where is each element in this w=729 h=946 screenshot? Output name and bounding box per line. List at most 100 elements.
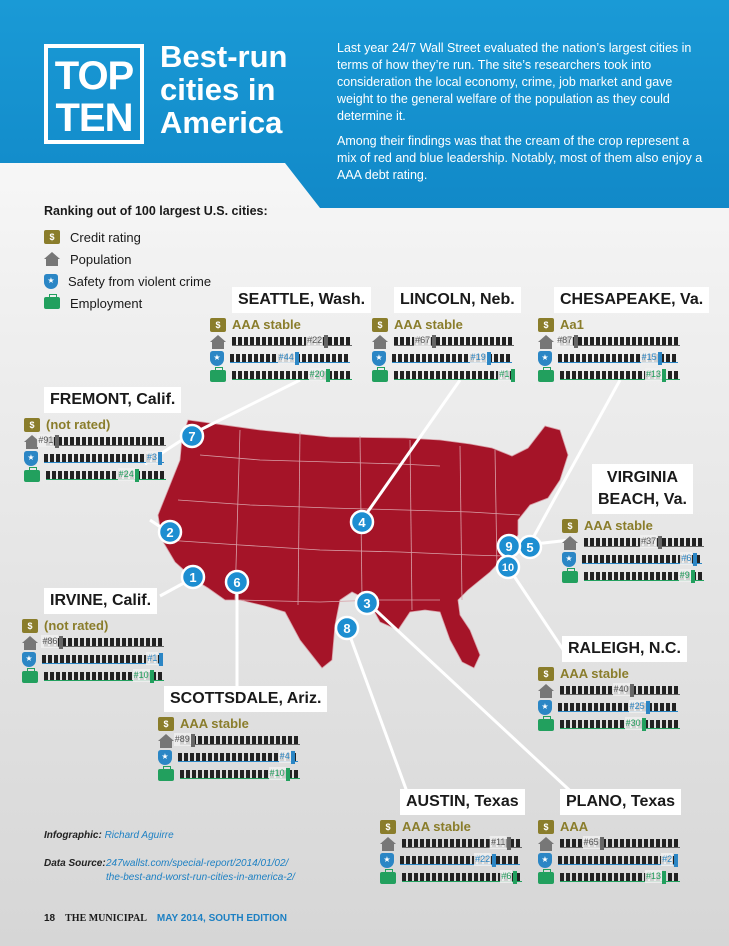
- credit-rating: Aa1: [560, 317, 584, 332]
- employment-bar: #20: [232, 368, 352, 382]
- house-icon: [22, 635, 38, 650]
- house-row: #87: [538, 333, 709, 350]
- intro-text: Last year 24/7 Wall Street evaluated the…: [337, 40, 707, 184]
- map-marker-10[interactable]: 10: [495, 554, 521, 580]
- credit-rating: AAA stable: [394, 317, 463, 332]
- marker-label-7: 7: [188, 429, 195, 444]
- house-row: #11: [380, 835, 525, 852]
- employment-bar-rank: #20: [308, 368, 326, 381]
- population-bar-rank: #40: [612, 683, 630, 696]
- house-icon: [372, 334, 388, 349]
- employment-bar: #10: [44, 669, 164, 683]
- legend-label-safety: Safety from violent crime: [68, 273, 212, 289]
- legend-label-population: Population: [70, 251, 132, 267]
- shield-row: ★ #3: [24, 450, 181, 467]
- safety-bar-marker: [658, 352, 662, 365]
- house-icon: [44, 252, 60, 266]
- map-marker-5[interactable]: 5: [517, 534, 543, 560]
- city-card-irvine: IRVINE, Calif. $ (not rated) #86 ★ #1 #10: [22, 588, 164, 685]
- safety-bar: #25: [558, 700, 678, 714]
- legend-item-employment: Employment: [44, 292, 268, 314]
- employment-bar-rank: #9: [678, 569, 691, 582]
- briefcase-row: #20: [210, 366, 371, 384]
- headline-line-2: cities in: [160, 72, 276, 107]
- intro-paragraph-2: Among their findings was that the cream …: [337, 134, 703, 182]
- credit-icon: $: [22, 618, 38, 633]
- safety-bar-marker: [692, 553, 697, 566]
- house-row: #65: [538, 835, 681, 852]
- house-icon: [380, 836, 396, 851]
- map-marker-7[interactable]: 7: [179, 423, 205, 449]
- safety-bar-rank: #19: [469, 351, 487, 364]
- briefcase-row: #24: [24, 466, 181, 484]
- legend-label-credit: Credit rating: [70, 229, 141, 245]
- population-bar-marker: [657, 536, 662, 549]
- population-bar-marker: [58, 636, 63, 649]
- shield-row: ★ #6: [562, 551, 704, 568]
- safety-bar: #19: [392, 351, 512, 365]
- page-footer: 18 THE MUNICIPAL MAY 2014, SOUTH EDITION: [44, 913, 287, 924]
- map-marker-4[interactable]: 4: [349, 509, 375, 535]
- safety-bar-rank: #4: [278, 750, 291, 763]
- credit-icon: $: [380, 819, 396, 834]
- credit-rating: AAA stable: [232, 317, 301, 332]
- city-name: VIRGINIA BEACH, Va.: [592, 464, 693, 514]
- map-marker-3[interactable]: 3: [354, 590, 380, 616]
- badge-line-1: TOP: [54, 54, 135, 98]
- map-marker-9[interactable]: 9: [496, 533, 522, 559]
- state-borders: [165, 429, 521, 611]
- city-card-plano: PLANO, Texas $ AAA #65 ★ #2 #13: [538, 789, 682, 886]
- credit-icon: $: [158, 716, 174, 731]
- credit-rating: (not rated): [46, 417, 111, 432]
- safety-bar-rank: #1: [146, 652, 159, 665]
- house-icon: [24, 434, 40, 449]
- map-marker-1[interactable]: 1: [180, 564, 206, 590]
- data-source-link-line-2[interactable]: the-best-and-worst-run-cities-in-america…: [106, 872, 295, 883]
- house-icon: [158, 733, 174, 748]
- house-row: #37: [562, 534, 704, 551]
- employment-bar-marker: [510, 369, 515, 382]
- safety-bar: #2: [558, 853, 678, 867]
- map-marker-6[interactable]: 6: [224, 569, 250, 595]
- employment-bar-rank: #30: [624, 717, 642, 730]
- house-row: #91: [24, 433, 181, 450]
- credit-rating: (not rated): [44, 618, 109, 633]
- shield-icon: ★: [380, 853, 394, 868]
- credit-row: $ AAA stable: [210, 316, 371, 333]
- house-icon: [210, 334, 226, 349]
- credit-row: $ AAA stable: [538, 665, 687, 682]
- house-icon: [538, 836, 554, 851]
- intro-paragraph-1: Last year 24/7 Wall Street evaluated the…: [337, 41, 692, 123]
- marker-label-8: 8: [343, 621, 350, 636]
- population-bar-rank: #87: [556, 334, 574, 347]
- headline-line-3: America: [160, 105, 283, 140]
- city-name: IRVINE, Calif.: [44, 588, 158, 614]
- marker-label-3: 3: [363, 596, 370, 611]
- population-bar: #11: [402, 836, 522, 850]
- safety-bar-marker: [158, 452, 163, 465]
- employment-bar: #13: [560, 368, 680, 382]
- city-name: RALEIGH, N.C.: [562, 636, 687, 662]
- data-source-link-line-1[interactable]: 247wallst.com/special-report/2014/01/02/: [106, 858, 289, 869]
- credit-icon: $: [538, 666, 554, 681]
- briefcase-icon: [372, 366, 388, 382]
- credit-rating: AAA: [560, 819, 589, 834]
- population-bar-rank: #67: [414, 334, 432, 347]
- headline-line-1: Best-run: [160, 39, 288, 74]
- map-marker-8[interactable]: 8: [334, 615, 360, 641]
- population-bar-rank: #89: [173, 733, 191, 746]
- population-bar-marker: [630, 684, 634, 697]
- safety-bar: #22: [400, 853, 520, 867]
- briefcase-row: #10: [22, 667, 164, 685]
- safety-bar: #1: [42, 652, 163, 666]
- safety-bar-marker: [673, 854, 678, 867]
- credit-rating: AAA stable: [402, 819, 471, 834]
- credit-rating: AAA stable: [584, 518, 653, 533]
- employment-bar-marker: [150, 670, 154, 683]
- city-card-lincoln: LINCOLN, Neb. $ AAA stable #67 ★ #19 #1: [372, 287, 521, 384]
- population-bar-rank: #86: [41, 635, 59, 648]
- map-marker-2[interactable]: 2: [157, 519, 183, 545]
- credit-row: $ Aa1: [538, 316, 709, 333]
- city-name-line-2: BEACH, Va.: [598, 491, 687, 508]
- employment-bar-marker: [286, 768, 290, 781]
